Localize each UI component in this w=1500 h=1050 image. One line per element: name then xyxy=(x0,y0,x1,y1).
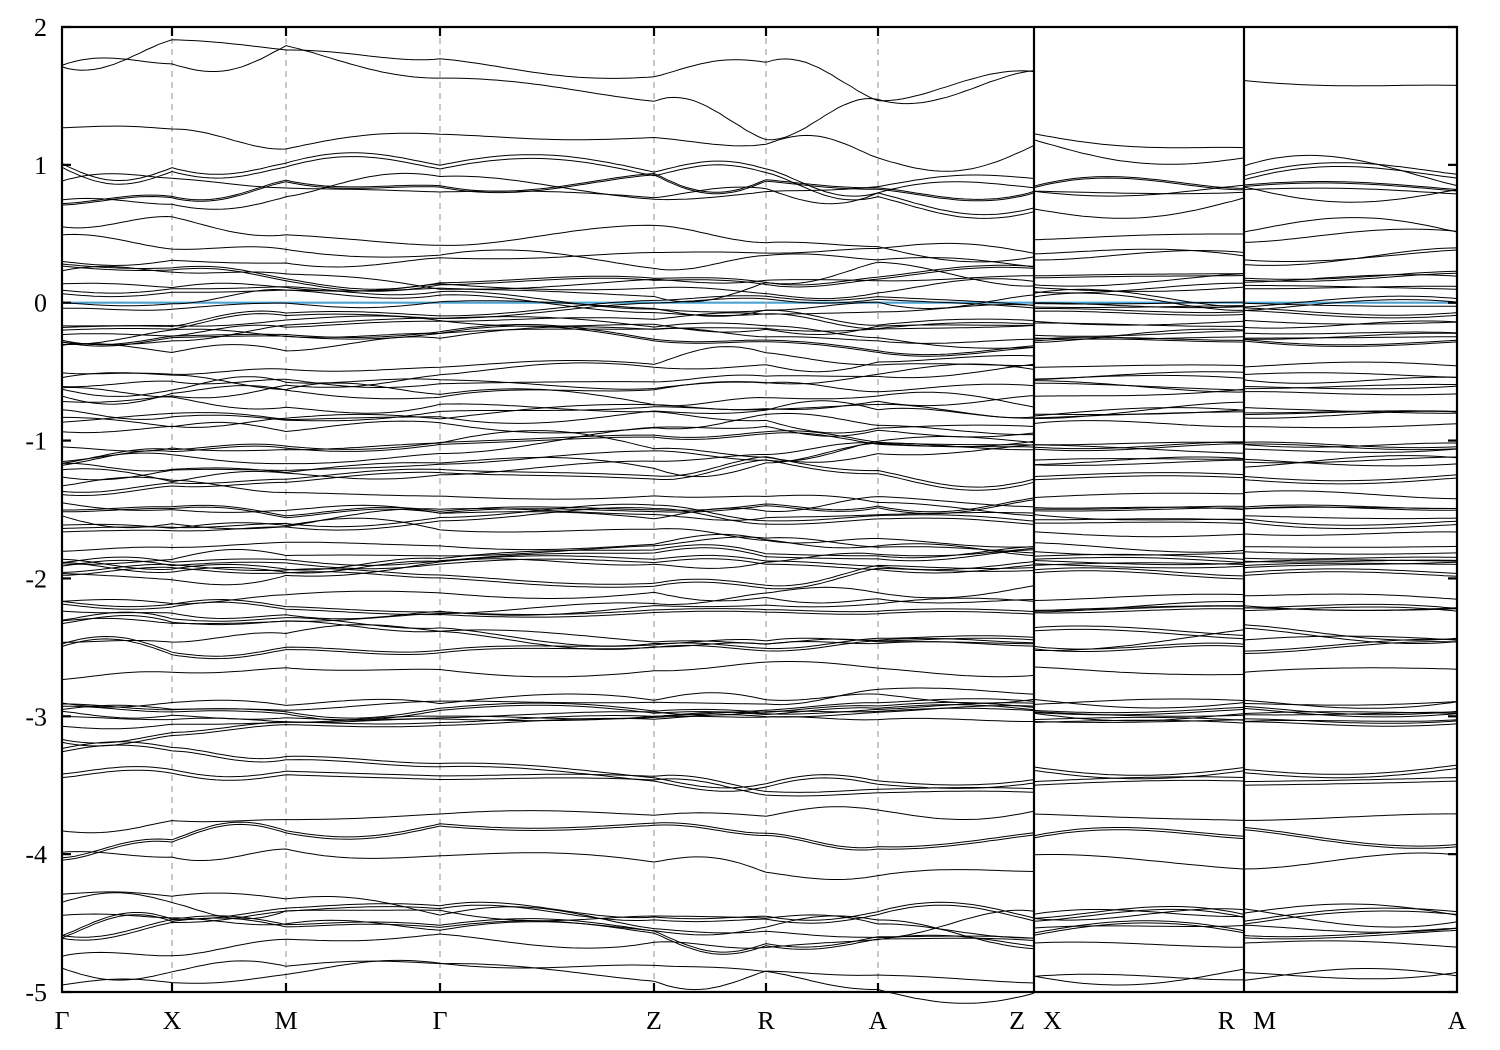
svg-text:0: 0 xyxy=(34,289,47,318)
svg-text:-3: -3 xyxy=(25,702,47,731)
svg-text:X: X xyxy=(163,1006,182,1035)
svg-text:Z: Z xyxy=(646,1006,662,1035)
svg-text:A: A xyxy=(869,1006,888,1035)
svg-text:-2: -2 xyxy=(25,564,47,593)
svg-text:R: R xyxy=(757,1006,775,1035)
svg-text:M: M xyxy=(274,1006,297,1035)
svg-text:X: X xyxy=(1043,1006,1062,1035)
svg-text:Γ: Γ xyxy=(54,1006,69,1035)
svg-text:-1: -1 xyxy=(25,427,47,456)
svg-text:R: R xyxy=(1218,1006,1236,1035)
svg-text:1: 1 xyxy=(34,151,47,180)
svg-text:M: M xyxy=(1253,1006,1276,1035)
svg-text:2: 2 xyxy=(34,13,47,42)
svg-text:-5: -5 xyxy=(25,978,47,1007)
svg-text:-4: -4 xyxy=(25,840,47,869)
svg-text:Z: Z xyxy=(1009,1006,1025,1035)
svg-text:Γ: Γ xyxy=(432,1006,447,1035)
svg-text:A: A xyxy=(1448,1006,1467,1035)
